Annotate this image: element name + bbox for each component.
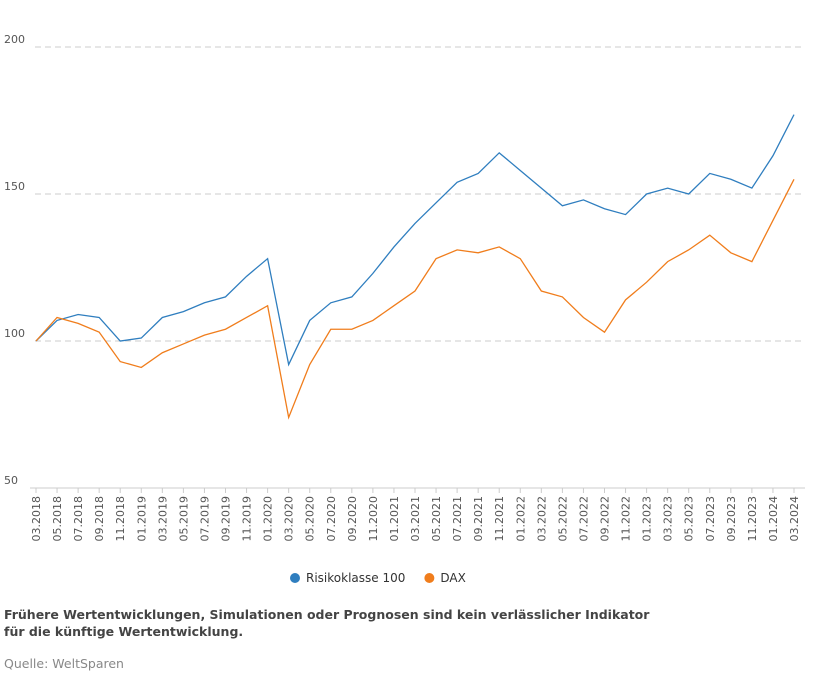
x-tick-label: 03.2024 xyxy=(788,496,801,542)
x-tick-label: 01.2021 xyxy=(388,496,401,542)
y-tick-label: 100 xyxy=(4,327,25,340)
series-line xyxy=(35,114,795,367)
x-tick-label: 03.2019 xyxy=(156,496,169,542)
x-tick-label: 01.2019 xyxy=(135,496,148,542)
x-tick-label: 05.2023 xyxy=(683,496,696,542)
source: Quelle: WeltSparen xyxy=(4,656,124,671)
x-tick-label: 01.2023 xyxy=(641,496,654,542)
y-tick-label: 50 xyxy=(4,474,18,487)
x-tick-label: 05.2020 xyxy=(304,496,317,542)
x-tick-label: 09.2021 xyxy=(472,496,485,542)
footnote: Frühere Wertentwicklungen, Simulationen … xyxy=(4,607,650,639)
legend-marker xyxy=(424,573,435,583)
x-tick-label: 09.2019 xyxy=(220,496,233,542)
chart: 50 100 150 200 03.2018 05.2018 07.2018 09.2018 1… xyxy=(4,33,805,585)
x-tick-label: 11.2022 xyxy=(620,496,633,542)
x-tick-label: 03.2022 xyxy=(535,496,548,542)
x-tick-label: 07.2020 xyxy=(325,496,338,542)
x-tick-label: 05.2018 xyxy=(51,496,64,542)
x-tick-label: 05.2021 xyxy=(430,496,443,542)
x-tick-label: 03.2023 xyxy=(662,496,675,542)
y-tick-label: 150 xyxy=(4,180,25,193)
x-tick-label: 03.2021 xyxy=(409,496,422,542)
x-tick-label: 09.2022 xyxy=(599,496,612,542)
x-tick-label: 11.2018 xyxy=(114,496,127,542)
x-tick-label: 07.2023 xyxy=(704,496,717,542)
x-tick-label: 09.2023 xyxy=(725,496,738,542)
x-tick-label: 03.2020 xyxy=(283,496,296,542)
legend-label: DAX xyxy=(440,571,465,585)
legend-marker xyxy=(290,573,300,583)
x-tick-label: 05.2019 xyxy=(177,496,190,542)
x-tick-label: 05.2022 xyxy=(556,496,569,542)
x-tick-label: 11.2023 xyxy=(746,496,759,542)
x-tick-label: 07.2019 xyxy=(198,496,211,542)
x-tick-label: 11.2019 xyxy=(241,496,254,542)
series-line xyxy=(35,179,795,420)
x-tick-label: 01.2020 xyxy=(262,496,275,542)
x-tick-label: 09.2020 xyxy=(346,496,359,542)
x-tick-label: 07.2018 xyxy=(72,496,85,542)
x-tick-label: 01.2024 xyxy=(767,496,780,542)
x-tick-label: 11.2020 xyxy=(367,496,380,542)
x-tick-label: 01.2022 xyxy=(514,496,527,542)
x-tick-label: 09.2018 xyxy=(93,496,106,542)
legend-label: Risikoklasse 100 xyxy=(306,571,405,585)
x-tick-label: 07.2022 xyxy=(577,496,590,542)
y-tick-label: 200 xyxy=(4,33,25,46)
x-tick-label: 03.2018 xyxy=(30,496,43,542)
x-tick-label: 07.2021 xyxy=(451,496,464,542)
x-tick-label: 11.2021 xyxy=(493,496,506,542)
